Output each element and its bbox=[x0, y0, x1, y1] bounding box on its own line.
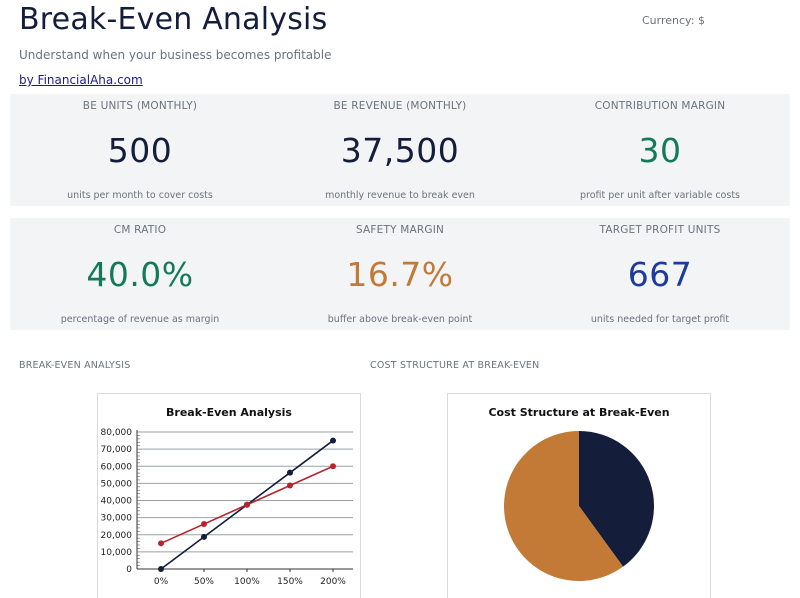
chart-title: Break-Even Analysis bbox=[166, 406, 292, 419]
x-tick-label: 0% bbox=[154, 577, 169, 587]
data-point bbox=[201, 533, 207, 540]
data-point bbox=[330, 437, 336, 444]
metric-description: units per month to cover costs bbox=[67, 190, 213, 201]
metrics-row-2: CM RATIO 40.0% percentage of revenue as … bbox=[10, 218, 790, 330]
y-tick-label: 40,000 bbox=[101, 497, 133, 507]
data-point bbox=[287, 469, 293, 476]
metric-value: 40.0% bbox=[86, 255, 194, 294]
metric-label: CM RATIO bbox=[113, 224, 167, 236]
y-tick-label: 70,000 bbox=[101, 445, 133, 455]
y-tick-label: 10,000 bbox=[101, 548, 133, 558]
pie-slice-1 bbox=[503, 431, 624, 581]
metric-card-safety-margin: SAFETY MARGIN 16.7% buffer above break-e… bbox=[270, 218, 530, 330]
x-tick-label: 50% bbox=[194, 577, 214, 587]
metric-value: 667 bbox=[627, 255, 693, 294]
author-link[interactable]: by FinancialAha.com bbox=[19, 73, 143, 87]
pie-slice-0 bbox=[579, 431, 654, 567]
x-tick-label: 100% bbox=[234, 577, 260, 587]
cost-structure-chart-svg: Cost Structure at Break-Even bbox=[488, 406, 670, 581]
metric-card-target-profit-units: TARGET PROFIT UNITS 667 units needed for… bbox=[530, 218, 790, 330]
metric-description: percentage of revenue as margin bbox=[60, 314, 220, 325]
data-point bbox=[158, 540, 164, 547]
metric-description: units needed for target profit bbox=[590, 314, 730, 325]
metric-value: 16.7% bbox=[346, 255, 454, 294]
y-tick-label: 80,000 bbox=[101, 428, 133, 438]
x-tick-label: 150% bbox=[277, 577, 303, 587]
break-even-chart: Break-Even Analysis 0 10,000 20,000 30,000 4… bbox=[97, 393, 361, 598]
metric-value: 30 bbox=[638, 131, 682, 170]
metric-label: CONTRIBUTION MARGIN bbox=[594, 100, 726, 112]
chart-title: Cost Structure at Break-Even bbox=[488, 406, 669, 419]
metric-label: TARGET PROFIT UNITS bbox=[599, 224, 721, 236]
cost-structure-chart: Cost Structure at Break-Even bbox=[447, 393, 711, 598]
data-point bbox=[158, 566, 164, 572]
break-even-chart-svg: Break-Even Analysis 0 10,000 20,000 30,000 4… bbox=[101, 406, 353, 587]
page-title: Break-Even Analysis bbox=[19, 2, 328, 37]
metric-value: 500 bbox=[107, 131, 173, 170]
x-tick-label: 200% bbox=[320, 577, 346, 587]
metric-label: BE REVENUE (MONTHLY) bbox=[333, 100, 467, 112]
data-point bbox=[244, 501, 250, 508]
metrics-row-1: BE UNITS (MONTHLY) 500 units per month t… bbox=[10, 94, 790, 206]
metric-label: BE UNITS (MONTHLY) bbox=[82, 100, 198, 112]
metric-card-be-revenue: BE REVENUE (MONTHLY) 37,500 monthly reve… bbox=[270, 94, 530, 206]
metric-card-be-units: BE UNITS (MONTHLY) 500 units per month t… bbox=[10, 94, 270, 206]
metric-description: monthly revenue to break even bbox=[325, 190, 475, 201]
section-label-cost-structure: COST STRUCTURE AT BREAK-EVEN bbox=[370, 360, 540, 371]
y-tick-label: 20,000 bbox=[101, 531, 133, 541]
metric-description: buffer above break-even point bbox=[327, 314, 473, 325]
y-tick-label: 60,000 bbox=[101, 462, 133, 472]
section-label-break-even-chart: BREAK-EVEN ANALYSIS bbox=[19, 360, 131, 371]
data-point bbox=[201, 521, 207, 528]
metric-card-contribution-margin: CONTRIBUTION MARGIN 30 profit per unit a… bbox=[530, 94, 790, 206]
page-subtitle: Understand when your business becomes pr… bbox=[19, 48, 332, 62]
data-point bbox=[287, 482, 293, 489]
y-tick-label: 0 bbox=[126, 565, 132, 575]
y-tick-label: 30,000 bbox=[101, 514, 133, 524]
metric-card-cm-ratio: CM RATIO 40.0% percentage of revenue as … bbox=[10, 218, 270, 330]
metric-label: SAFETY MARGIN bbox=[355, 224, 445, 236]
data-point bbox=[330, 463, 336, 470]
currency-indicator: Currency: $ bbox=[642, 14, 705, 27]
metric-description: profit per unit after variable costs bbox=[580, 190, 740, 201]
metric-value: 37,500 bbox=[340, 131, 460, 170]
y-tick-label: 50,000 bbox=[101, 479, 133, 489]
